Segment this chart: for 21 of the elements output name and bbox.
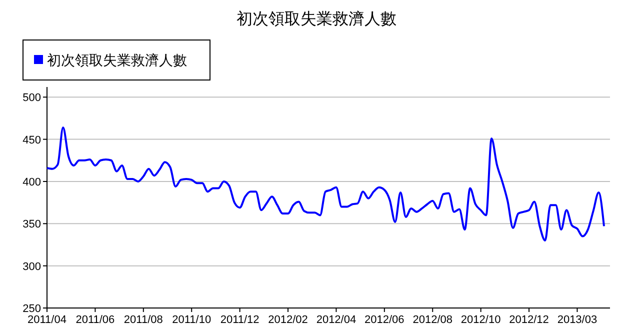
- x-tick-label: 2012/12: [509, 314, 549, 326]
- x-tick-label: 2012/04: [316, 314, 356, 326]
- chart-title: 初次領取失業救濟人數: [236, 9, 396, 28]
- x-tick-label: 2013/03: [557, 314, 598, 326]
- x-tick-label: 2012/08: [412, 314, 452, 326]
- x-tick-label: 2011/04: [28, 314, 66, 326]
- y-tick-label: 450: [22, 134, 41, 146]
- legend-label: 初次領取失業救濟人數: [47, 53, 187, 69]
- x-tick-label: 2012/10: [460, 314, 501, 326]
- y-tick-label: 500: [22, 92, 41, 104]
- y-tick-label: 350: [22, 218, 41, 231]
- x-tick-label: 2012/02: [268, 314, 308, 326]
- x-tick-label: 2011/12: [220, 314, 260, 326]
- x-tick-label: 2012/06: [364, 314, 404, 326]
- y-tick-label: 300: [22, 260, 41, 273]
- x-tick-label: 2011/10: [172, 314, 212, 326]
- x-tick-label: 2011/06: [76, 314, 115, 326]
- y-tick-label: 400: [22, 176, 41, 188]
- line-series: [46, 126, 605, 242]
- x-tick-label: 2011/08: [124, 314, 163, 326]
- y-tick-label: 250: [22, 303, 41, 315]
